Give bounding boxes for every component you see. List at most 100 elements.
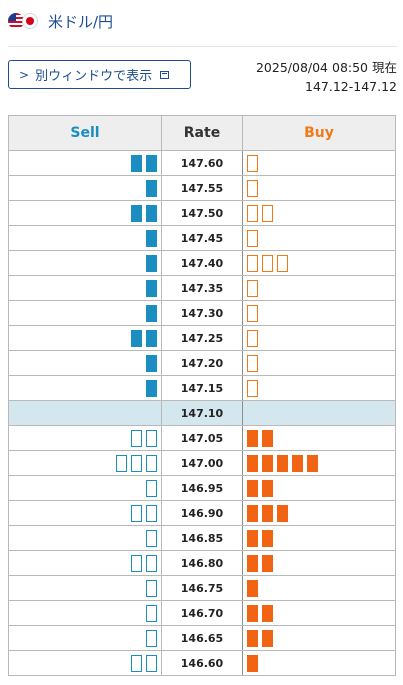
sell-block: [131, 454, 142, 472]
table-row: 146.80: [8, 550, 396, 576]
chevron-right-icon: >: [19, 67, 30, 82]
sell-header: Sell: [8, 115, 162, 151]
buy-cell: [242, 550, 396, 576]
buy-block: [247, 579, 258, 597]
sell-block: [131, 204, 142, 222]
buy-block: [247, 429, 258, 447]
rate-cell: 146.85: [161, 525, 243, 551]
sell-block: [146, 329, 157, 347]
buy-header: Buy: [242, 115, 396, 151]
sell-cell: [8, 250, 162, 276]
buy-block: [277, 454, 288, 472]
table-row: 146.95: [8, 475, 396, 501]
buy-block: [247, 529, 258, 547]
timestamp: 2025/08/04 08:50 現在: [255, 60, 397, 75]
buy-block: [247, 304, 258, 322]
sell-block: [146, 454, 157, 472]
buy-block: [262, 254, 273, 272]
rate-cell: 146.75: [161, 575, 243, 601]
rate-cell: 146.90: [161, 500, 243, 526]
buy-block: [247, 654, 258, 672]
buy-block: [262, 454, 273, 472]
rate-header: Rate: [161, 115, 243, 151]
rate-cell: 147.05: [161, 425, 243, 451]
sell-cell: [8, 150, 162, 176]
sell-cell: [8, 300, 162, 326]
sell-block: [146, 554, 157, 572]
sell-cell: [8, 450, 162, 476]
rate-cell: 147.60: [161, 150, 243, 176]
buy-block: [262, 529, 273, 547]
sell-cell: [8, 625, 162, 651]
table-row: 147.50: [8, 200, 396, 226]
buy-block: [247, 479, 258, 497]
buy-block: [247, 604, 258, 622]
table-row: 147.15: [8, 375, 396, 401]
rate-cell: 147.30: [161, 300, 243, 326]
buy-block: [247, 504, 258, 522]
buy-cell: [242, 200, 396, 226]
buy-cell: [242, 450, 396, 476]
buy-cell: [242, 300, 396, 326]
table-row: 147.45: [8, 225, 396, 251]
sell-block: [146, 204, 157, 222]
rate-cell: 146.95: [161, 475, 243, 501]
rate-cell: 146.70: [161, 600, 243, 626]
sell-block: [146, 354, 157, 372]
buy-cell: [242, 425, 396, 451]
sell-block: [146, 579, 157, 597]
status-info: 2025/08/04 08:50 現在 147.12-147.12: [256, 58, 397, 96]
table-row: 146.70: [8, 600, 396, 626]
sell-block: [131, 654, 142, 672]
buy-block: [247, 204, 258, 222]
sell-block: [146, 429, 157, 447]
sell-block: [146, 504, 157, 522]
table-row: 147.05: [8, 425, 396, 451]
sell-block: [116, 454, 127, 472]
table-row: 147.40: [8, 250, 396, 276]
rate-cell: 146.60: [161, 650, 243, 676]
buy-block: [247, 329, 258, 347]
table-row: 146.60: [8, 650, 396, 676]
sell-cell: [8, 375, 162, 401]
sell-cell: [8, 225, 162, 251]
buy-cell: [242, 150, 396, 176]
buy-cell: [242, 625, 396, 651]
rate-cell: 146.65: [161, 625, 243, 651]
table-row: 147.35: [8, 275, 396, 301]
sell-cell: [8, 525, 162, 551]
us-flag-icon: [8, 13, 24, 29]
buy-block: [247, 229, 258, 247]
sell-cell: [8, 275, 162, 301]
rate-cell: 147.00: [161, 450, 243, 476]
buy-cell: [242, 525, 396, 551]
sell-cell: [8, 650, 162, 676]
table-row: 147.20: [8, 350, 396, 376]
sell-cell: [8, 575, 162, 601]
price-range: 147.12-147.12: [305, 79, 397, 94]
sell-block: [131, 154, 142, 172]
sell-block: [146, 229, 157, 247]
open-new-window-label: 別ウィンドウで表示: [35, 69, 153, 84]
sell-cell: [8, 500, 162, 526]
table-row: 146.65: [8, 625, 396, 651]
buy-block: [262, 204, 273, 222]
table-row: 147.25: [8, 325, 396, 351]
table-row: 147.00: [8, 450, 396, 476]
buy-block: [247, 154, 258, 172]
rate-cell: 147.25: [161, 325, 243, 351]
page-title: 米ドル/円: [48, 12, 114, 31]
buy-block: [247, 179, 258, 197]
rate-cell: 147.20: [161, 350, 243, 376]
buy-block: [262, 479, 273, 497]
header-divider: [8, 46, 398, 47]
buy-block: [247, 254, 258, 272]
buy-cell: [242, 250, 396, 276]
table-row: 147.60: [8, 150, 396, 176]
buy-block: [247, 379, 258, 397]
buy-block: [262, 429, 273, 447]
open-new-window-button[interactable]: > 別ウィンドウで表示: [8, 60, 191, 89]
sell-cell: [8, 200, 162, 226]
buy-block: [277, 504, 288, 522]
sell-cell: [8, 325, 162, 351]
